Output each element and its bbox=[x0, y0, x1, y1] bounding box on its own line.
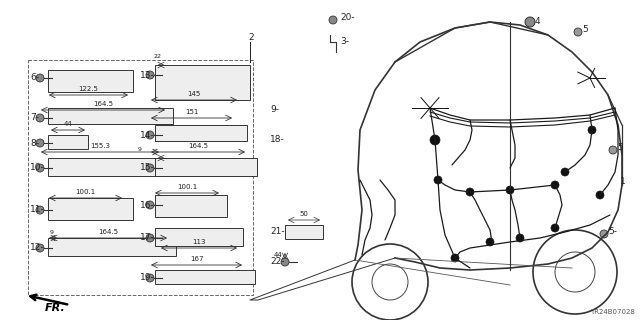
Bar bbox=[155, 158, 257, 176]
Text: 164.5: 164.5 bbox=[93, 101, 113, 107]
Text: 151: 151 bbox=[185, 109, 198, 115]
Bar bbox=[155, 125, 247, 141]
Bar bbox=[155, 195, 227, 217]
Circle shape bbox=[574, 28, 582, 36]
Text: 14-: 14- bbox=[140, 131, 155, 140]
Text: 5: 5 bbox=[617, 143, 623, 153]
Text: 167: 167 bbox=[189, 256, 204, 262]
Circle shape bbox=[146, 201, 154, 209]
Bar bbox=[48, 108, 173, 124]
Circle shape bbox=[561, 168, 569, 176]
Circle shape bbox=[434, 176, 442, 184]
Bar bbox=[155, 228, 243, 246]
Text: 20-: 20- bbox=[340, 13, 355, 22]
Text: 18-: 18- bbox=[270, 135, 285, 145]
Text: 12-: 12- bbox=[30, 244, 45, 252]
Circle shape bbox=[609, 146, 617, 154]
Text: 9: 9 bbox=[138, 147, 142, 152]
Text: 1: 1 bbox=[620, 178, 626, 187]
Text: 7-: 7- bbox=[30, 114, 39, 123]
Text: 22: 22 bbox=[154, 54, 162, 59]
Circle shape bbox=[486, 238, 494, 246]
Circle shape bbox=[525, 17, 535, 27]
Circle shape bbox=[146, 164, 154, 172]
Text: 5: 5 bbox=[582, 26, 588, 35]
Text: 155.3: 155.3 bbox=[90, 143, 110, 149]
Circle shape bbox=[329, 16, 337, 24]
Circle shape bbox=[146, 234, 154, 242]
Circle shape bbox=[451, 254, 459, 262]
Text: 6-: 6- bbox=[30, 74, 39, 83]
Text: 164.5: 164.5 bbox=[188, 143, 208, 149]
Circle shape bbox=[600, 230, 608, 238]
Circle shape bbox=[551, 181, 559, 189]
Text: 19-: 19- bbox=[140, 274, 155, 283]
Circle shape bbox=[506, 186, 514, 194]
Text: 4: 4 bbox=[535, 18, 541, 27]
Circle shape bbox=[36, 139, 44, 147]
Text: 9-: 9- bbox=[270, 106, 279, 115]
Text: 100.1: 100.1 bbox=[177, 184, 197, 190]
Circle shape bbox=[516, 234, 524, 242]
Text: 50: 50 bbox=[300, 211, 308, 217]
Bar bbox=[285, 225, 323, 239]
Text: 9: 9 bbox=[50, 230, 54, 235]
Text: 21-: 21- bbox=[270, 228, 285, 236]
Bar bbox=[48, 70, 133, 92]
Text: 11-: 11- bbox=[30, 205, 45, 214]
Circle shape bbox=[36, 244, 44, 252]
Text: 164.5: 164.5 bbox=[98, 229, 118, 235]
Text: 113: 113 bbox=[192, 239, 205, 245]
Bar bbox=[155, 65, 250, 100]
Text: 8-: 8- bbox=[30, 139, 39, 148]
Text: 5-: 5- bbox=[608, 228, 617, 236]
Circle shape bbox=[36, 74, 44, 82]
Circle shape bbox=[146, 131, 154, 139]
Text: 10-: 10- bbox=[30, 164, 45, 172]
Bar bbox=[48, 135, 88, 149]
Text: 15-: 15- bbox=[140, 164, 155, 172]
Text: 3-: 3- bbox=[340, 37, 349, 46]
Circle shape bbox=[146, 71, 154, 79]
Circle shape bbox=[36, 164, 44, 172]
Text: 122.5: 122.5 bbox=[79, 86, 99, 92]
Bar bbox=[155, 270, 255, 284]
Text: 22-: 22- bbox=[270, 258, 285, 267]
Circle shape bbox=[551, 224, 559, 232]
Circle shape bbox=[466, 188, 474, 196]
Bar bbox=[28, 60, 253, 295]
Text: 44: 44 bbox=[63, 121, 72, 127]
Bar bbox=[48, 158, 166, 176]
Circle shape bbox=[430, 135, 440, 145]
Circle shape bbox=[36, 206, 44, 214]
Circle shape bbox=[588, 126, 596, 134]
Circle shape bbox=[146, 274, 154, 282]
Bar bbox=[48, 238, 176, 256]
Text: 17-: 17- bbox=[140, 234, 155, 243]
Bar bbox=[48, 198, 133, 220]
Text: TR24B07028: TR24B07028 bbox=[590, 309, 635, 315]
Text: 145: 145 bbox=[188, 91, 200, 97]
Circle shape bbox=[36, 114, 44, 122]
Text: 16-: 16- bbox=[140, 201, 155, 210]
Text: FR.: FR. bbox=[45, 303, 65, 313]
Text: 13-: 13- bbox=[140, 70, 155, 79]
Text: 44: 44 bbox=[273, 252, 282, 258]
Circle shape bbox=[596, 191, 604, 199]
Text: 2: 2 bbox=[248, 33, 253, 42]
Text: 100.1: 100.1 bbox=[76, 189, 95, 195]
Circle shape bbox=[281, 258, 289, 266]
